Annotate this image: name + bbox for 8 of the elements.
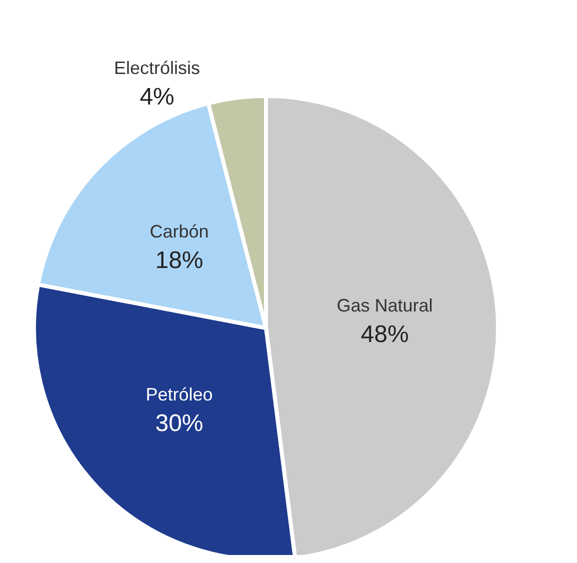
slice-label: Carbón xyxy=(150,222,209,242)
data-label: 30% xyxy=(155,410,204,437)
data-label: 18% xyxy=(155,247,204,274)
data-label: 48% xyxy=(360,321,409,348)
data-label: 4% xyxy=(140,83,174,110)
slice-label: Electrólisis xyxy=(114,58,200,78)
slice-label: Gas Natural xyxy=(336,296,433,316)
slice-label: Petróleo xyxy=(146,384,213,404)
